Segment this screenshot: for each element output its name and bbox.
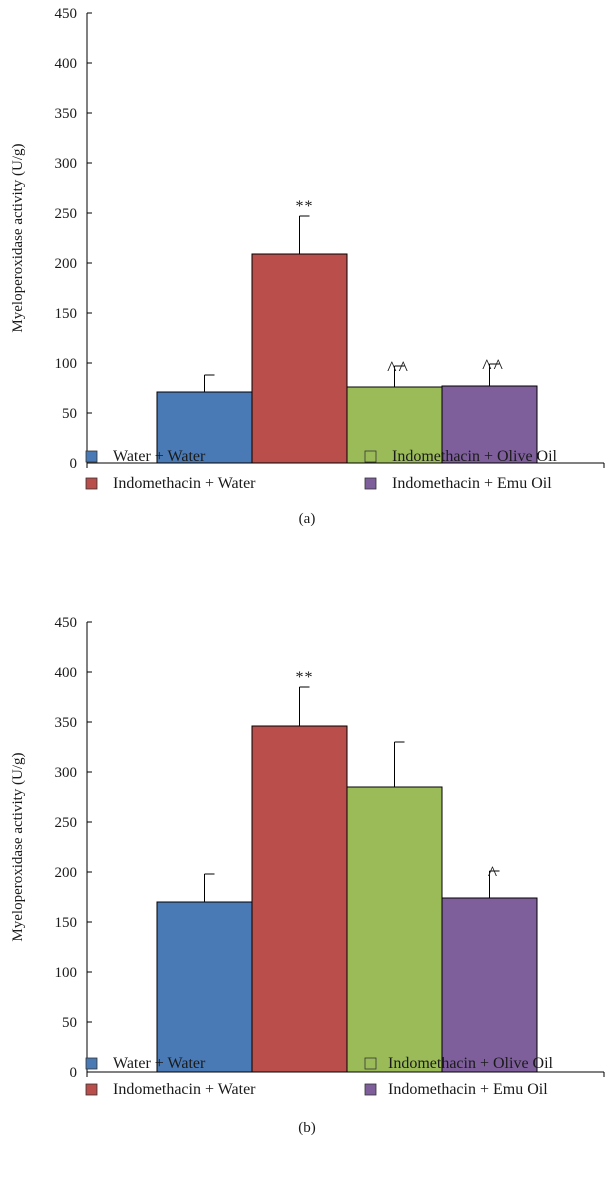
y-tick-label: 450 [55, 6, 78, 22]
y-tick-label: 0 [70, 456, 78, 472]
y-tick-label: 0 [70, 1065, 78, 1081]
y-tick-label: 50 [62, 406, 77, 422]
significance-annotation: ^^ [387, 358, 410, 380]
y-tick-label: 300 [55, 156, 78, 172]
legend-swatch [364, 1057, 377, 1070]
significance-annotation: ^ [488, 863, 499, 885]
legend-label: Indomethacin + Emu Oil [392, 475, 552, 492]
y-tick-label: 50 [62, 1015, 77, 1031]
legend-swatch [364, 1083, 377, 1096]
y-tick-label: 400 [55, 665, 78, 681]
significance-annotation: ** [296, 198, 314, 215]
y-tick-label: 200 [55, 865, 78, 881]
bar [156, 901, 253, 1073]
y-tick-label: 450 [55, 615, 78, 631]
y-tick-label: 350 [55, 106, 78, 122]
legend-label: Water + Water [113, 1055, 206, 1072]
bar [441, 385, 538, 464]
y-tick-label: 250 [55, 815, 78, 831]
y-tick-label: 250 [55, 206, 78, 222]
y-tick-label: 150 [55, 306, 78, 322]
y-axis-title: Myeloperoxidase activity (U/g) [10, 752, 26, 941]
legend-label: Indomethacin + Olive Oil [388, 1055, 554, 1072]
legend-label: Indomethacin + Olive Oil [392, 448, 558, 465]
y-tick-label: 350 [55, 715, 78, 731]
legend-swatch [85, 1057, 98, 1070]
significance-annotation: ^^ [482, 356, 505, 378]
panel-label: (a) [299, 511, 316, 527]
legend-swatch [364, 477, 377, 490]
legend-label: Indomethacin + Water [113, 1081, 256, 1098]
legend-label: Water + Water [113, 448, 206, 465]
legend-swatch [364, 450, 377, 463]
significance-annotation: ** [296, 669, 314, 686]
y-tick-label: 300 [55, 765, 78, 781]
panel-label: (b) [298, 1120, 316, 1136]
bar [346, 786, 443, 1073]
y-axis-title: Myeloperoxidase activity (U/g) [10, 143, 26, 332]
y-tick-label: 100 [55, 965, 78, 981]
legend-label: Indomethacin + Emu Oil [388, 1081, 548, 1098]
y-tick-label: 150 [55, 915, 78, 931]
legend-swatch [85, 477, 98, 490]
y-tick-label: 100 [55, 356, 78, 372]
bar [251, 253, 348, 464]
y-tick-label: 400 [55, 56, 78, 72]
y-tick-label: 200 [55, 256, 78, 272]
legend-swatch [85, 1083, 98, 1096]
bar [251, 725, 348, 1073]
legend-label: Indomethacin + Water [113, 475, 256, 492]
bar [441, 897, 538, 1073]
legend-swatch [85, 450, 98, 463]
